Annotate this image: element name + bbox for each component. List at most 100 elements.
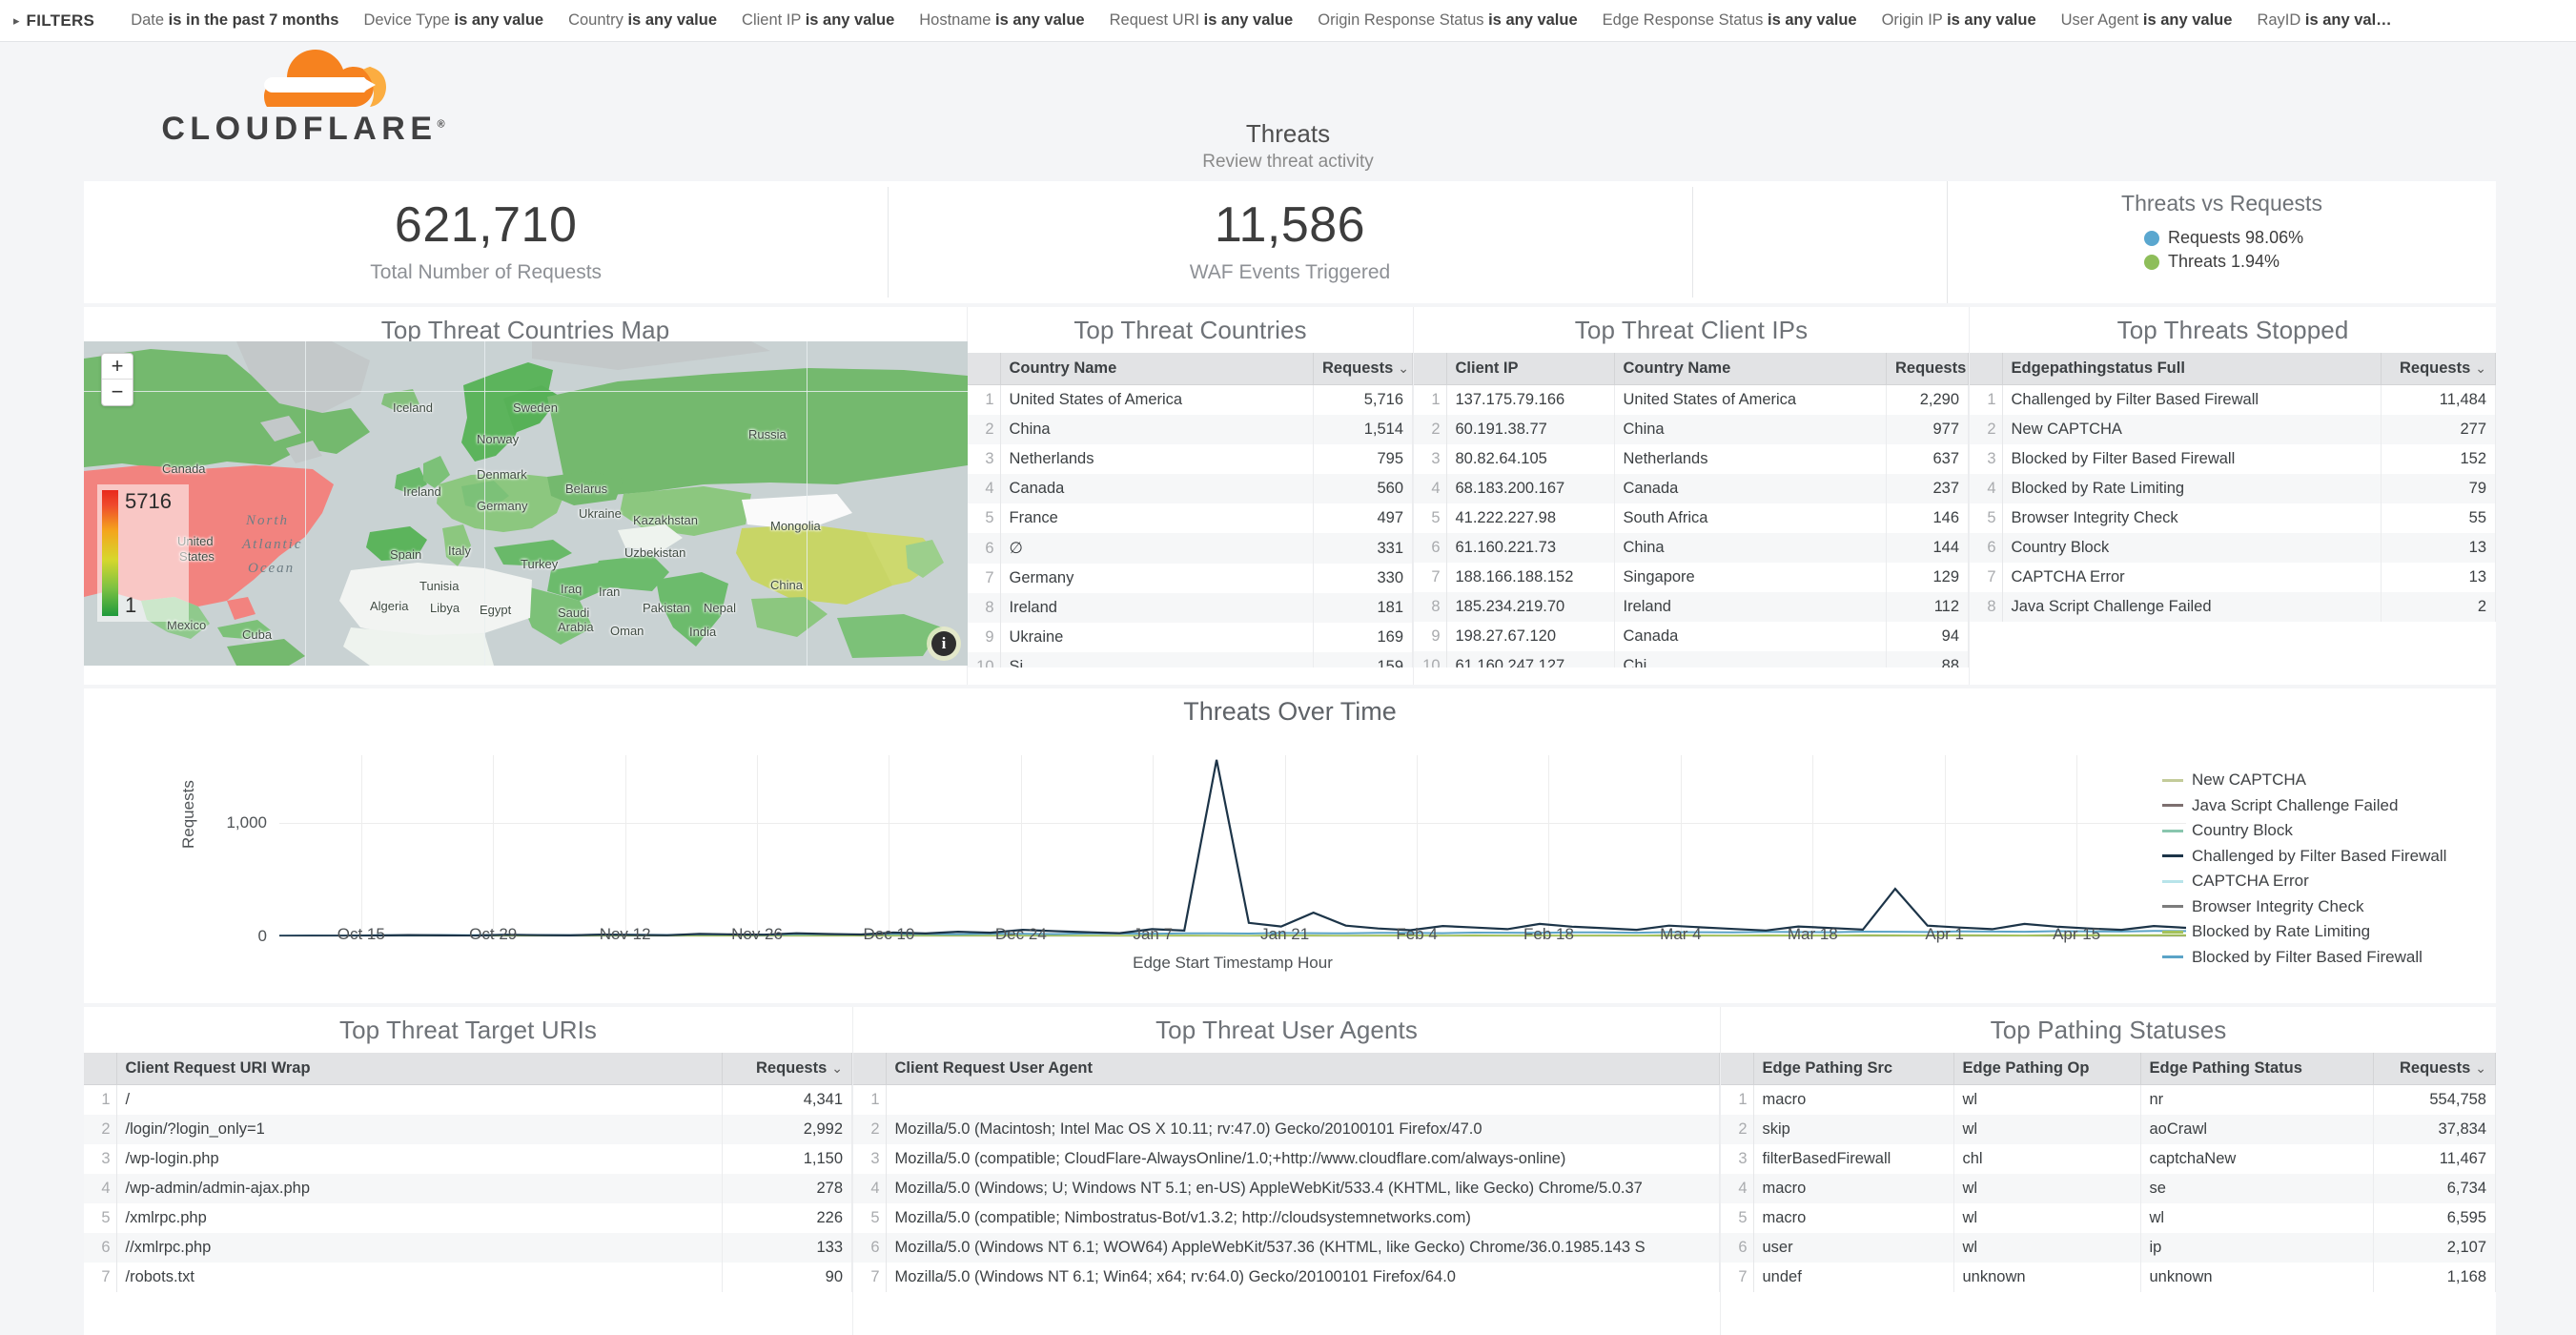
col-country-name[interactable]: Country Name <box>1000 353 1314 385</box>
table-row[interactable]: 8 185.234.219.70 Ireland 112 <box>1414 592 1969 622</box>
threat-map[interactable]: Canada United States Mexico Cuba Iceland Swede… <box>84 341 968 666</box>
filter-chip-10[interactable]: RayID is any val… <box>2257 11 2391 30</box>
table-row[interactable]: 10 Si 159 <box>968 652 1413 668</box>
table-row[interactable]: 4 Blocked by Rate Limiting 79 <box>1970 474 2496 503</box>
tvr-legend-item-1[interactable]: Threats 1.94% <box>2144 252 2496 272</box>
gridline-v-6 <box>1153 755 1155 936</box>
filter-chip-6[interactable]: Origin Response Status is any value <box>1318 11 1577 30</box>
col-edge-pathing-op[interactable]: Edge Pathing Op <box>1953 1053 2141 1085</box>
filter-chip-5[interactable]: Request URI is any value <box>1110 11 1294 30</box>
chart-legend-item-0[interactable]: New CAPTCHA <box>2162 770 2446 790</box>
table-row[interactable]: 6 61.160.221.73 China 144 <box>1414 533 1969 563</box>
table-row[interactable]: 1 <box>853 1084 1720 1115</box>
table-row[interactable]: 4 Canada 560 <box>968 474 1413 503</box>
col-requests[interactable]: Requests⌄ <box>1886 353 1969 385</box>
table-row[interactable]: 5 France 497 <box>968 503 1413 533</box>
chart-legend-item-4[interactable]: CAPTCHA Error <box>2162 872 2446 891</box>
table-row[interactable]: 3 Blocked by Filter Based Firewall 152 <box>1970 444 2496 474</box>
table-row[interactable]: 3 Mozilla/5.0 (compatible; CloudFlare-Alw… <box>853 1144 1720 1174</box>
filter-chip-2[interactable]: Country is any value <box>568 11 717 30</box>
table-row[interactable]: 6 Mozilla/5.0 (Windows NT 6.1; WOW64) App… <box>853 1233 1720 1263</box>
kpi-tile-1[interactable]: 11,586 WAF Events Triggered <box>888 181 1691 303</box>
table-row[interactable]: 3/wp-login.php 1,150 <box>84 1144 852 1174</box>
table-row[interactable]: 2/login/?login_only=1 2,992 <box>84 1115 852 1144</box>
filter-chip-3[interactable]: Client IP is any value <box>742 11 894 30</box>
filter-chip-1[interactable]: Device Type is any value <box>363 11 543 30</box>
chart-legend-item-5[interactable]: Browser Integrity Check <box>2162 897 2446 916</box>
table-row[interactable]: 2 Mozilla/5.0 (Macintosh; Intel Mac OS X … <box>853 1115 1720 1144</box>
table-row[interactable]: 1 macro wl nr 554,758 <box>1721 1084 2496 1115</box>
col-country-name[interactable]: Country Name <box>1614 353 1887 385</box>
table-row[interactable]: 2 skip wl aoCrawl 37,834 <box>1721 1115 2496 1144</box>
table-row[interactable]: 1/4,341 <box>84 1084 852 1115</box>
kpi-tile-0[interactable]: 621,710 Total Number of Requests <box>84 181 888 303</box>
table-row[interactable]: 7/robots.txt 90 <box>84 1263 852 1292</box>
col-client-request-user-agent[interactable]: Client Request User Agent <box>886 1053 1720 1085</box>
filters-expand-caret[interactable]: ▸ <box>13 13 20 28</box>
cell-country: Canada <box>1000 474 1314 503</box>
col-edge-pathing-src[interactable]: Edge Pathing Src <box>1753 1053 1954 1085</box>
filter-chip-4[interactable]: Hostname is any value <box>919 11 1084 30</box>
table-row[interactable]: 9 198.27.67.120 Canada 94 <box>1414 622 1969 651</box>
map-info-icon[interactable]: i <box>931 631 956 656</box>
table-row[interactable]: 10 61.160.247.127 Chi 88 <box>1414 651 1969 668</box>
table-row[interactable]: 2 New CAPTCHA 277 <box>1970 415 2496 444</box>
table-row[interactable]: 8 Ireland 181 <box>968 593 1413 623</box>
table-row[interactable]: 6 Country Block 13 <box>1970 533 2496 563</box>
chart-legend-item-2[interactable]: Country Block <box>2162 821 2446 840</box>
table-row[interactable]: 7 188.166.188.152 Singapore 129 <box>1414 563 1969 592</box>
table-row[interactable]: 5 macro wl wl 6,595 <box>1721 1203 2496 1233</box>
filter-chip-9[interactable]: User Agent is any value <box>2061 11 2233 30</box>
table-row[interactable]: 4 68.183.200.167 Canada 237 <box>1414 474 1969 503</box>
col-edge-pathing-status[interactable]: Edge Pathing Status <box>2140 1053 2374 1085</box>
map-zoom-out-button[interactable]: − <box>111 380 124 403</box>
table-row[interactable]: 1 Challenged by Filter Based Firewall 11,4… <box>1970 384 2496 415</box>
cell-requests: 977 <box>1886 415 1969 444</box>
tvr-legend-item-0[interactable]: Requests 98.06% <box>2144 228 2496 248</box>
dashboard-header: CLOUDFLARE® Threats Review threat activi… <box>0 42 2576 172</box>
table-row[interactable]: 5 Browser Integrity Check 55 <box>1970 503 2496 533</box>
table-row[interactable]: 4 Mozilla/5.0 (Windows; U; Windows NT 5.1… <box>853 1174 1720 1203</box>
table-row[interactable]: 7 undef unknown unknown 1,168 <box>1721 1263 2496 1292</box>
filter-chip-8[interactable]: Origin IP is any value <box>1882 11 2036 30</box>
filters-label[interactable]: FILTERS <box>26 10 95 30</box>
table-row[interactable]: 6 user wl ip 2,107 <box>1721 1233 2496 1263</box>
col-requests[interactable]: Requests⌄ <box>2373 1053 2496 1085</box>
chart-legend-item-7[interactable]: Blocked by Filter Based Firewall <box>2162 948 2446 967</box>
table-row[interactable]: 5 41.222.227.98 South Africa 146 <box>1414 503 1969 533</box>
col-requests[interactable]: Requests⌄ <box>722 1053 852 1085</box>
table-row[interactable]: 7 CAPTCHA Error 13 <box>1970 563 2496 592</box>
chart-legend-item-1[interactable]: Java Script Challenge Failed <box>2162 796 2446 815</box>
filter-chip-7[interactable]: Edge Response Status is any value <box>1603 11 1857 30</box>
table-row[interactable]: 9 Ukraine 169 <box>968 623 1413 652</box>
filter-chip-0[interactable]: Date is in the past 7 months <box>131 11 338 30</box>
table-row[interactable]: 3 80.82.64.105 Netherlands 637 <box>1414 444 1969 474</box>
table-row[interactable]: 4/wp-admin/admin-ajax.php 278 <box>84 1174 852 1203</box>
map-zoom-in-button[interactable]: + <box>102 354 133 380</box>
table-row[interactable]: 2 China 1,514 <box>968 415 1413 444</box>
table-row[interactable]: 4 macro wl se 6,734 <box>1721 1174 2496 1203</box>
col-requests[interactable]: Requests⌄ <box>1313 353 1413 385</box>
col-edgepathingstatus-full[interactable]: Edgepathingstatus Full <box>2002 353 2382 385</box>
table-row[interactable]: 1 United States of America 5,716 <box>968 384 1413 415</box>
col-client-ip[interactable]: Client IP <box>1446 353 1615 385</box>
table-row[interactable]: 3 Netherlands 795 <box>968 444 1413 474</box>
table-row[interactable]: 7 Germany 330 <box>968 564 1413 593</box>
chart-plot[interactable] <box>279 755 2186 937</box>
top-threats-stopped-title: Top Threats Stopped <box>2116 316 2349 344</box>
chart-legend-item-3[interactable]: Challenged by Filter Based Firewall <box>2162 847 2446 866</box>
chart-legend-item-6[interactable]: Blocked by Rate Limiting <box>2162 922 2446 941</box>
col-client-request-uri-wrap[interactable]: Client Request URI Wrap <box>116 1053 723 1085</box>
col-requests[interactable]: Requests⌄ <box>2381 353 2496 385</box>
table-row[interactable]: 1 137.175.79.166 United States of America 2… <box>1414 384 1969 415</box>
map-zoom-controls[interactable]: + − <box>101 353 133 406</box>
filter-field-name: User Agent <box>2060 11 2139 29</box>
table-row[interactable]: 2 60.191.38.77 China 977 <box>1414 415 1969 444</box>
table-row[interactable]: 3 filterBasedFirewall chl captchaNew 11,467 <box>1721 1144 2496 1174</box>
table-row[interactable]: 8 Java Script Challenge Failed 2 <box>1970 592 2496 622</box>
table-row[interactable]: 5/xmlrpc.php 226 <box>84 1203 852 1233</box>
table-row[interactable]: 6//xmlrpc.php 133 <box>84 1233 852 1263</box>
table-row[interactable]: 5 Mozilla/5.0 (compatible; Nimbostratus-B… <box>853 1203 1720 1233</box>
table-row[interactable]: 7 Mozilla/5.0 (Windows NT 6.1; Win64; x64… <box>853 1263 1720 1292</box>
table-row[interactable]: 6 ∅ 331 <box>968 533 1413 564</box>
